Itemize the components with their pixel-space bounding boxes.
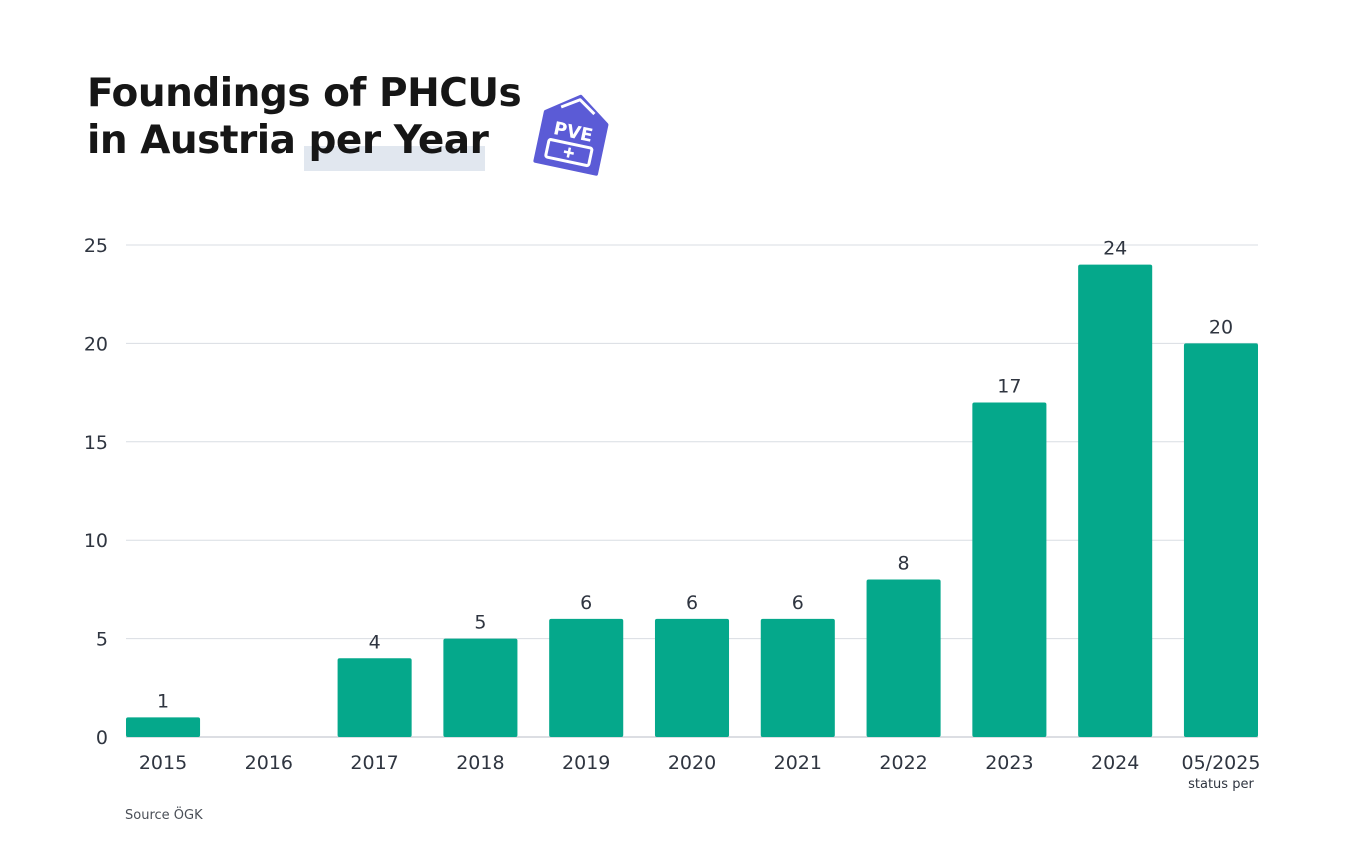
x-tick-note: status per: [1188, 777, 1254, 792]
data-label: 8: [898, 553, 910, 575]
x-tick-label: 2016: [245, 752, 293, 774]
x-tick-label: 2020: [668, 752, 716, 774]
bar-2020: [654, 618, 730, 737]
y-tick-label: 25: [84, 235, 108, 257]
data-label: 6: [580, 592, 592, 614]
bar-2015: [126, 717, 201, 737]
bar-2023: [972, 402, 1047, 737]
y-tick-label: 10: [84, 530, 108, 552]
chart-title: Foundings of PHCUs in Austria per Year: [87, 70, 522, 164]
data-label: 1: [157, 690, 169, 712]
bars: [126, 264, 1258, 737]
x-tick-label: 2022: [879, 752, 927, 774]
x-tick-label: 2024: [1091, 752, 1139, 774]
bar-2021: [760, 618, 835, 737]
y-tick-label: 15: [84, 432, 108, 454]
grid-lines: [126, 244, 1258, 738]
x-tick-label: 2017: [350, 752, 398, 774]
title-line-1: Foundings of PHCUs: [87, 71, 522, 116]
data-label: 24: [1103, 238, 1127, 260]
x-tick-label: 2018: [456, 752, 504, 774]
data-label: 4: [369, 631, 381, 653]
y-axis-ticks: 0 5 10 15 20 25: [84, 235, 108, 749]
data-label: 17: [997, 375, 1021, 397]
title-line-2: in Austria per Year: [87, 118, 489, 163]
source-note: Source ÖGK: [125, 808, 203, 823]
pve-house-icon: PVE: [533, 94, 609, 176]
x-tick-label: 2021: [774, 752, 822, 774]
x-tick-label: 2015: [139, 752, 187, 774]
bar-2019: [549, 618, 624, 737]
bar-05-2025: [1183, 343, 1258, 737]
y-tick-label: 0: [96, 727, 108, 749]
data-labels: 1 4 5 6 6 6 8 17 24 20: [157, 238, 1233, 713]
title-highlight: [304, 146, 485, 171]
bar-2024: [1078, 264, 1153, 737]
y-tick-label: 20: [84, 333, 108, 355]
bar-2022: [866, 579, 941, 737]
x-axis-ticks: 2015 2016 2017 2018 2019 2020 2021 2022 2023 2024…: [139, 752, 1261, 792]
x-tick-label: 05/2025: [1182, 752, 1261, 774]
bar-2018: [443, 638, 518, 737]
data-label: 20: [1209, 316, 1233, 338]
x-tick-label: 2023: [985, 752, 1033, 774]
data-label: 6: [686, 592, 698, 614]
data-label: 6: [792, 592, 804, 614]
x-tick-label: 2019: [562, 752, 610, 774]
data-label: 5: [474, 612, 486, 634]
y-tick-label: 5: [96, 629, 108, 651]
bar-2017: [337, 658, 412, 737]
